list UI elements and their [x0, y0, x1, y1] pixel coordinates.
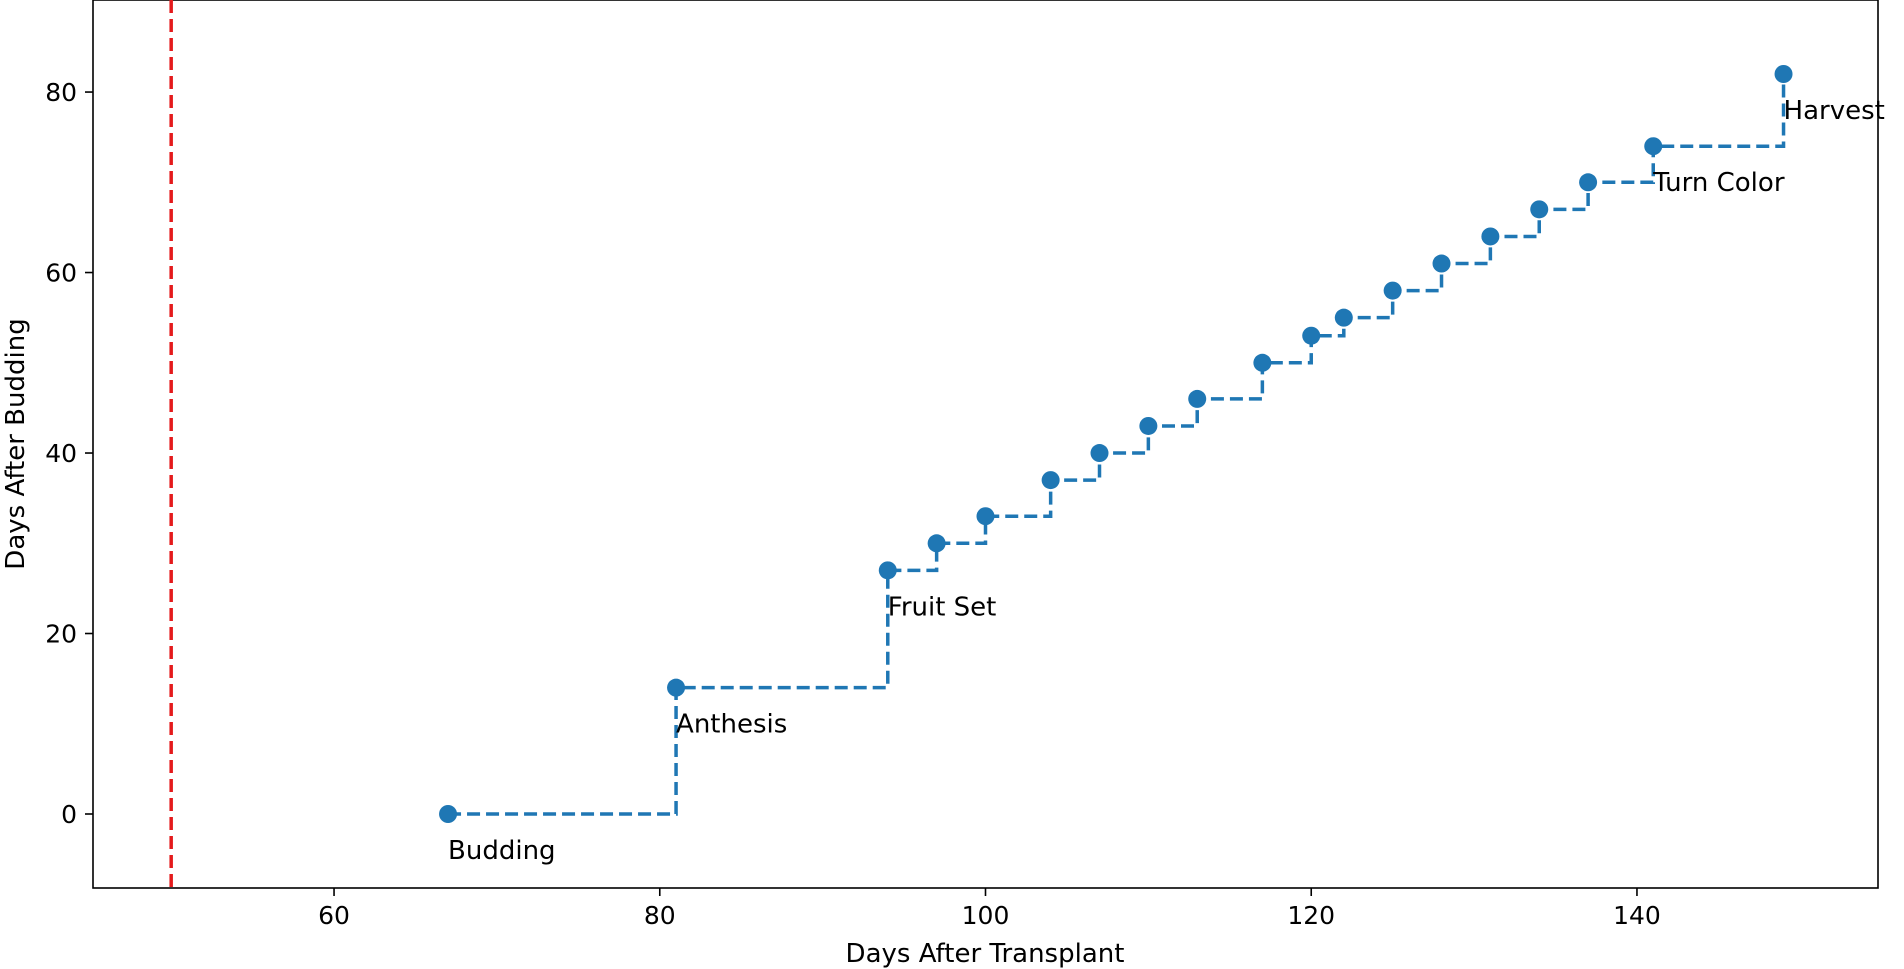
data-point [878, 561, 897, 580]
x-tick-label: 120 [1287, 901, 1335, 930]
data-point [1139, 416, 1158, 435]
data-point [976, 507, 995, 526]
annotation-label: Fruit Set [888, 592, 997, 622]
data-point [1481, 227, 1500, 246]
data-point [1432, 254, 1451, 273]
x-tick-label: 60 [318, 901, 350, 930]
y-tick-label: 80 [45, 78, 77, 107]
data-point [439, 805, 458, 823]
annotation-label: Harvest [1784, 96, 1885, 126]
data-point [1530, 200, 1549, 219]
data-point [1774, 65, 1793, 83]
data-point [1334, 308, 1353, 327]
y-tick-label: 0 [61, 800, 77, 829]
data-point [1383, 281, 1402, 300]
annotation-layer: Budding Anthesis Fruit Set Turn Color Harves… [448, 96, 1885, 866]
data-point [1302, 326, 1321, 345]
y-axis-title: Days After Budding [1, 318, 31, 569]
data-point [927, 534, 946, 553]
x-axis-title: Days After Transplant [846, 939, 1125, 969]
y-axis-ticks: 0 20 40 60 80 [45, 78, 93, 829]
data-point [1253, 353, 1272, 372]
data-point [1090, 444, 1109, 463]
data-point [1579, 173, 1598, 192]
y-tick-label: 20 [45, 620, 77, 649]
data-point [1188, 389, 1207, 408]
annotation-label: Turn Color [1652, 168, 1785, 198]
annotation-label: Budding [448, 836, 556, 866]
plot-frame [92, 0, 1879, 889]
x-tick-label: 140 [1613, 901, 1661, 930]
data-point-layer [439, 65, 1793, 823]
x-tick-label: 100 [962, 901, 1010, 930]
data-point [667, 678, 686, 697]
y-tick-label: 40 [45, 439, 77, 468]
data-point [1644, 137, 1663, 156]
y-tick-label: 60 [45, 259, 77, 288]
annotation-label: Anthesis [676, 710, 787, 740]
data-point [1041, 471, 1060, 490]
x-axis-ticks: 60 80 100 120 140 [318, 888, 1661, 930]
x-tick-label: 80 [644, 901, 676, 930]
